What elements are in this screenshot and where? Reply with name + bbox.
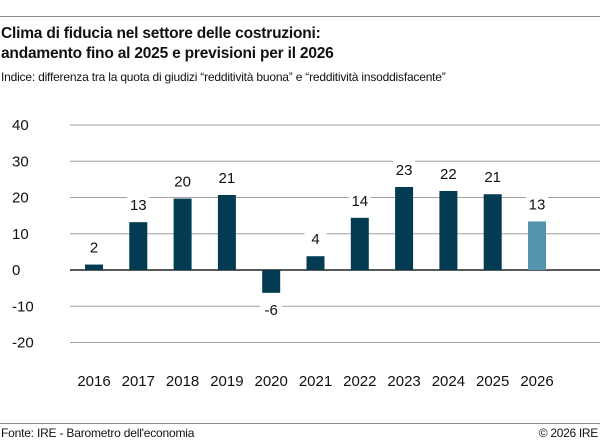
bar-2020 xyxy=(262,270,281,293)
x-tick-label: 2021 xyxy=(299,373,332,390)
bar-2023 xyxy=(395,186,414,270)
data-label: 14 xyxy=(351,193,368,210)
copyright: © 2026 IRE xyxy=(538,426,599,440)
bar-chart: 40 30 20 10 0 -10 -20 2 2016 13 2017 20 2018 21 2019 -6… xyxy=(12,117,600,390)
x-tick-label: 2018 xyxy=(166,373,199,390)
bar-2017 xyxy=(129,222,148,270)
y-tick-label: -20 xyxy=(12,335,34,352)
data-label-background xyxy=(481,167,504,188)
data-label-background xyxy=(437,163,460,184)
bar-2016 xyxy=(85,264,103,270)
title-line-2: andamento fino al 2025 e previsioni per … xyxy=(1,45,334,62)
bar-2025 xyxy=(483,194,502,270)
bar-2018 xyxy=(173,198,192,270)
data-label: 4 xyxy=(311,231,319,248)
bar-2021 xyxy=(306,256,325,270)
bar-2022 xyxy=(350,217,369,270)
y-tick-label: 20 xyxy=(12,190,29,207)
x-tick-label: 2025 xyxy=(476,373,509,390)
data-label-background xyxy=(127,195,150,216)
y-tick-label: 0 xyxy=(12,262,20,279)
title-line-1: Clima di fiducia nel settore delle costr… xyxy=(1,25,321,42)
data-label-background xyxy=(393,159,416,180)
data-label: 20 xyxy=(174,174,191,191)
data-label-background xyxy=(348,190,371,211)
y-tick-label: -10 xyxy=(12,298,34,315)
y-tick-label: 40 xyxy=(12,117,29,134)
x-tick-label: 2019 xyxy=(210,373,243,390)
x-tick-label: 2016 xyxy=(77,373,110,390)
data-label-background xyxy=(171,171,194,192)
data-label-background xyxy=(215,167,238,188)
data-label: 22 xyxy=(440,166,457,183)
data-label: 13 xyxy=(529,196,546,213)
x-tick-label: 2017 xyxy=(122,373,155,390)
bar-2019 xyxy=(217,194,236,270)
y-tick-label: 30 xyxy=(12,153,29,170)
bar-2026 xyxy=(528,221,546,270)
x-tick-label: 2024 xyxy=(432,373,465,390)
data-label: 23 xyxy=(396,162,413,179)
data-label-background xyxy=(304,229,327,250)
data-label: 2 xyxy=(90,240,98,257)
bar-2024 xyxy=(439,190,458,270)
data-label: 13 xyxy=(130,197,147,214)
x-tick-label: 2026 xyxy=(520,373,553,390)
data-label-background xyxy=(260,299,283,320)
data-label: -6 xyxy=(265,302,278,319)
source-note: Fonte: IRE - Barometro dell'economia xyxy=(1,426,195,440)
data-label-background xyxy=(83,237,105,258)
data-label: 21 xyxy=(219,170,236,187)
chart-title: Clima di fiducia nel settore delle costr… xyxy=(1,24,334,64)
x-tick-label: 2020 xyxy=(255,373,288,390)
data-label-background xyxy=(526,194,548,215)
y-tick-label: 10 xyxy=(12,226,29,243)
top-rule xyxy=(0,16,600,17)
bottom-rule xyxy=(0,423,600,424)
x-tick-label: 2022 xyxy=(343,373,376,390)
chart-subtitle: Indice: differenza tra la quota di giudi… xyxy=(1,70,446,84)
x-tick-label: 2023 xyxy=(387,373,420,390)
data-label: 21 xyxy=(484,169,501,186)
